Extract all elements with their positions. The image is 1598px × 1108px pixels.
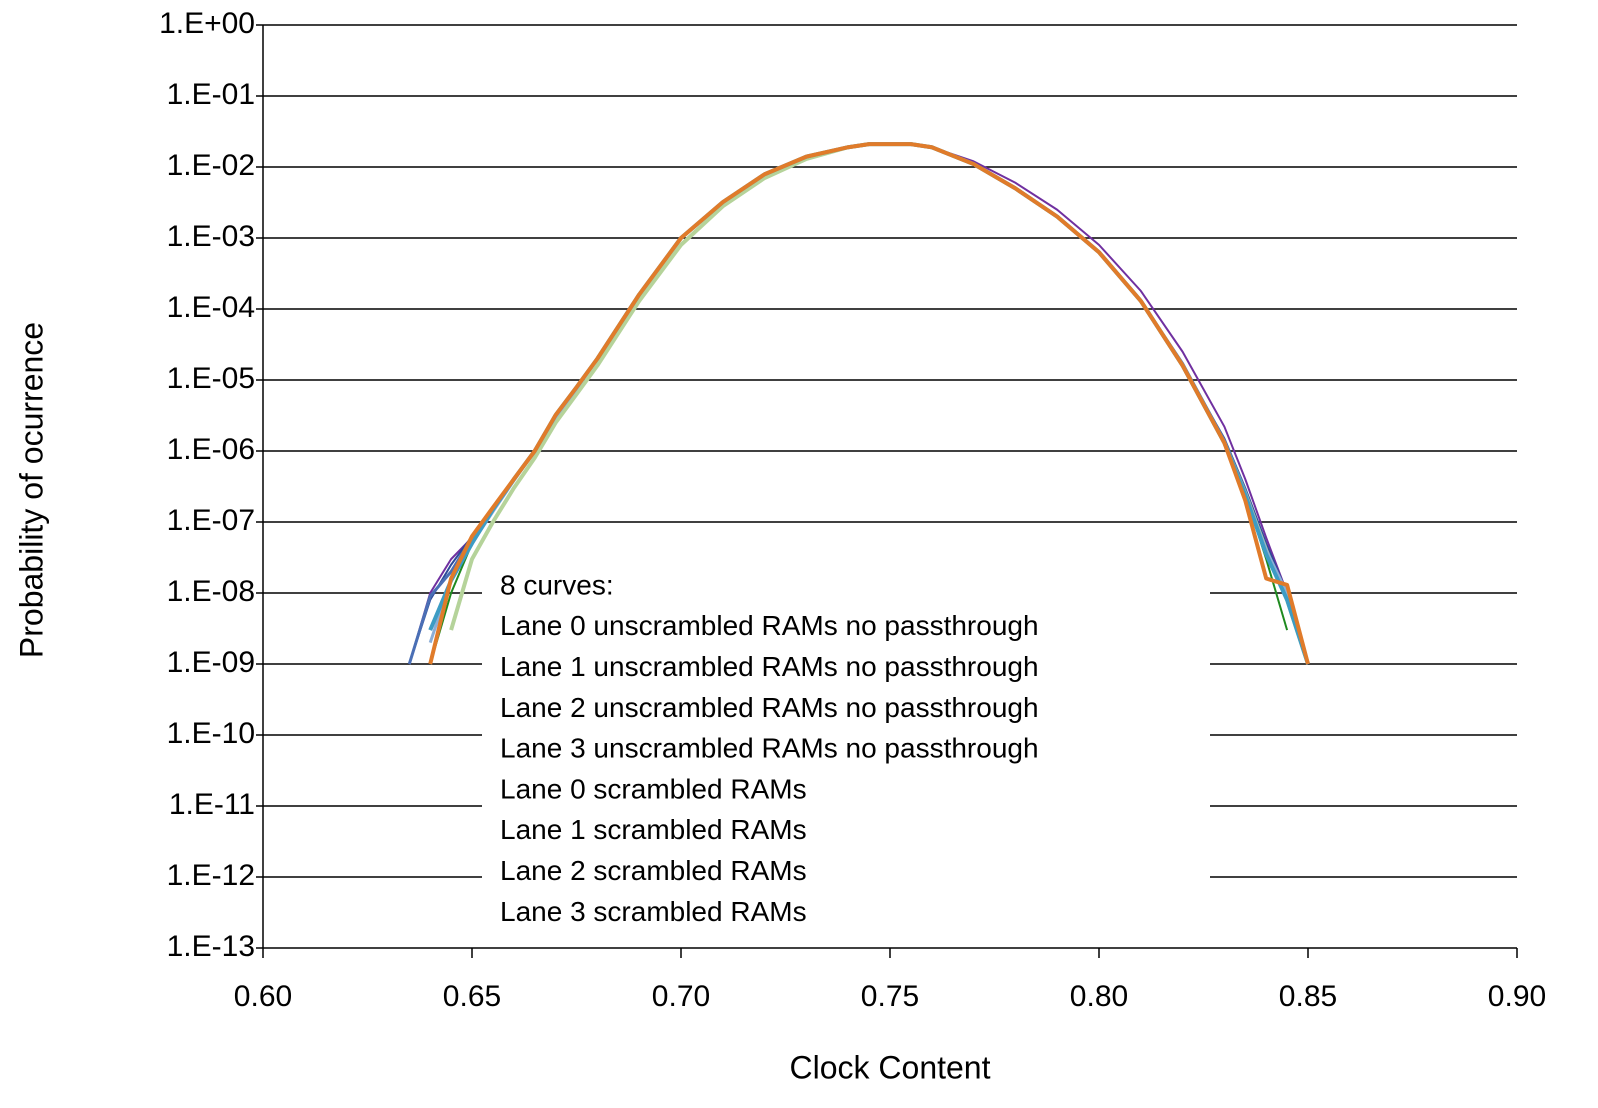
legend-entry: Lane 2 scrambled RAMs bbox=[500, 855, 807, 886]
y-tick-label: 1.E-04 bbox=[167, 291, 255, 324]
y-tick-label: 1.E-11 bbox=[169, 788, 255, 821]
y-tick-label: 1.E+00 bbox=[159, 7, 255, 40]
y-tick-label: 1.E-02 bbox=[167, 149, 255, 182]
y-tick-label: 1.E-10 bbox=[167, 717, 255, 750]
x-tick-label: 0.65 bbox=[443, 980, 501, 1013]
legend-title: 8 curves: bbox=[500, 569, 614, 600]
legend-entry: Lane 3 unscrambled RAMs no passthrough bbox=[500, 733, 1039, 764]
y-tick-label: 1.E-07 bbox=[167, 504, 255, 537]
legend-entry: Lane 3 scrambled RAMs bbox=[500, 896, 807, 927]
y-tick-label: 1.E-08 bbox=[167, 575, 255, 608]
y-tick-label: 1.E-09 bbox=[167, 646, 255, 679]
x-tick-label: 0.70 bbox=[652, 980, 710, 1013]
legend-entry: Lane 1 scrambled RAMs bbox=[500, 814, 807, 845]
legend-entry: Lane 0 scrambled RAMs bbox=[500, 773, 807, 804]
legend-entry: Lane 0 unscrambled RAMs no passthrough bbox=[500, 610, 1039, 641]
x-tick-label: 0.80 bbox=[1070, 980, 1128, 1013]
x-tick-label: 0.90 bbox=[1488, 980, 1546, 1013]
y-tick-label: 1.E-12 bbox=[167, 859, 255, 892]
x-tick-label: 0.75 bbox=[861, 980, 919, 1013]
x-tick-label: 0.85 bbox=[1279, 980, 1337, 1013]
y-tick-label: 1.E-01 bbox=[167, 78, 255, 111]
legend-entry: Lane 2 unscrambled RAMs no passthrough bbox=[500, 692, 1039, 723]
y-tick-label: 1.E-05 bbox=[167, 362, 255, 395]
series-line bbox=[428, 142, 1310, 665]
y-axis-title: Probability of ocurrence bbox=[13, 322, 49, 658]
y-tick-label: 1.E-06 bbox=[167, 433, 255, 466]
x-axis-title: Clock Content bbox=[790, 1049, 991, 1085]
legend-box bbox=[482, 563, 1210, 939]
y-tick-label: 1.E-03 bbox=[167, 220, 255, 253]
legend-entry: Lane 1 unscrambled RAMs no passthrough bbox=[500, 651, 1039, 682]
y-tick-label: 1.E-13 bbox=[167, 930, 255, 963]
x-tick-label: 0.60 bbox=[234, 980, 292, 1013]
